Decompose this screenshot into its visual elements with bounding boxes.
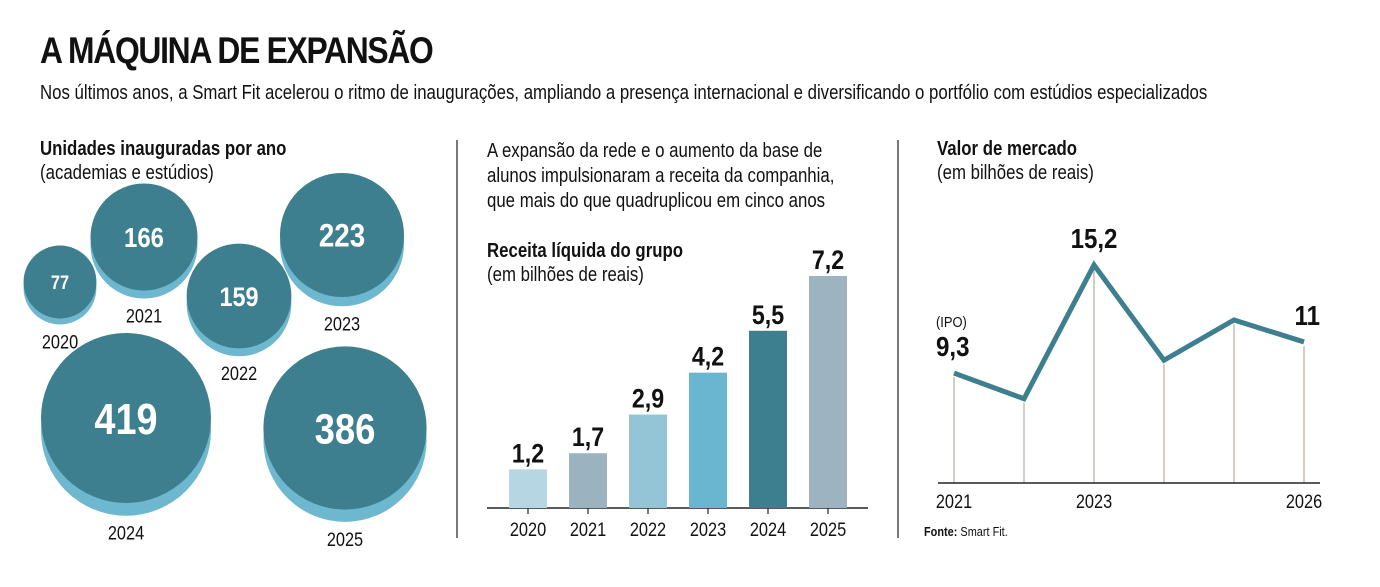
x-tick-label: 2023 bbox=[690, 519, 726, 540]
bubble-2022 bbox=[186, 243, 292, 349]
bubble-year-label: 2025 bbox=[327, 529, 363, 550]
bar-value-label: 4,2 bbox=[692, 342, 724, 372]
bubble-value-label: 419 bbox=[94, 394, 157, 443]
line-chart-title: Valor de mercado bbox=[937, 138, 1078, 160]
page-title: A MÁQUINA DE EXPANSÃO bbox=[40, 30, 434, 71]
source-label: Fonte: bbox=[924, 524, 958, 539]
bubble-year-label: 2022 bbox=[221, 363, 257, 384]
bar-2022 bbox=[629, 414, 667, 508]
bar-2021 bbox=[569, 453, 607, 508]
x-tick-label: 2021 bbox=[570, 519, 606, 540]
line-value-label: 9,3 bbox=[936, 330, 969, 362]
bubble-2021 bbox=[90, 183, 198, 291]
bar-value-label: 7,2 bbox=[812, 245, 844, 275]
intro-text: A expansão da rede e o aumento da base d… bbox=[487, 139, 834, 214]
bubble-value-label: 166 bbox=[124, 223, 164, 253]
ipo-note: (IPO) bbox=[936, 313, 967, 330]
intro-line: A expansão da rede e o aumento da base d… bbox=[487, 140, 823, 162]
line-chart: 2021 2023 2026 9,3(IPO) 15,2 11 bbox=[936, 222, 1322, 512]
bar-value-label: 1,2 bbox=[512, 439, 544, 469]
bubble-2023 bbox=[279, 172, 405, 298]
line-value-label: 15,2 bbox=[1071, 222, 1118, 254]
bar-value-label: 5,5 bbox=[752, 300, 784, 330]
bubble-year-label: 2023 bbox=[324, 313, 360, 334]
bar-2024 bbox=[749, 330, 787, 508]
bubble-chart-subtitle: (academias e estúdios) bbox=[40, 162, 214, 184]
source-note: Fonte: Smart Fit. bbox=[924, 524, 1008, 539]
bubble-chart-title: Unidades inauguradas por ano bbox=[40, 138, 287, 160]
bar-chart-subtitle: (em bilhões de reais) bbox=[487, 264, 644, 286]
bubble-year-label: 2024 bbox=[108, 523, 144, 544]
intro-line: que mais do que quadruplicou em cinco an… bbox=[487, 190, 826, 212]
divider-left bbox=[456, 140, 458, 538]
bubble-2024 bbox=[41, 333, 211, 503]
bubble-2020 bbox=[23, 245, 97, 319]
x-tick-label: 2022 bbox=[630, 519, 666, 540]
bubble-value-label: 159 bbox=[219, 282, 258, 312]
x-tick-label: 2024 bbox=[750, 519, 786, 540]
line-chart-subtitle: (em bilhões de reais) bbox=[937, 162, 1094, 184]
line-value-label: 11 bbox=[1295, 299, 1320, 331]
intro-line: alunos impulsionaram a receita da compan… bbox=[487, 165, 835, 187]
bubble-year-label: 2021 bbox=[126, 305, 162, 326]
x-tick-label: 2025 bbox=[810, 519, 846, 540]
bar-2020 bbox=[509, 469, 547, 508]
source-text: Smart Fit. bbox=[960, 524, 1008, 539]
x-tick-label: 2020 bbox=[510, 519, 546, 540]
bar-value-label: 1,7 bbox=[572, 423, 604, 453]
bar-2023 bbox=[689, 372, 727, 508]
bar-chart-title: Receita líquida do grupo bbox=[487, 240, 684, 262]
bar-2025 bbox=[809, 276, 847, 508]
bubble-year-label: 2020 bbox=[42, 331, 78, 352]
bar-value-label: 2,9 bbox=[632, 384, 664, 414]
page-subtitle: Nos últimos anos, a Smart Fit acelerou o… bbox=[40, 82, 1208, 104]
divider-right bbox=[897, 140, 899, 538]
bubble-value-label: 223 bbox=[319, 219, 365, 254]
x-tick-label: 2026 bbox=[1286, 491, 1322, 512]
bubble-2025 bbox=[263, 346, 427, 510]
x-tick-label: 2021 bbox=[936, 491, 972, 512]
bubble-chart: 77 2020 166 2021 159 2022 223 2023 419 2024 386 202… bbox=[23, 172, 427, 550]
bubble-value-label: 77 bbox=[51, 272, 69, 293]
market-value-line bbox=[953, 260, 1305, 402]
bar-chart: 1,2 2020 1,7 2021 2,9 2022 4,2 2023 5,5 2024 7,2 20… bbox=[487, 245, 868, 540]
x-tick-label: 2023 bbox=[1076, 491, 1112, 512]
bubble-value-label: 386 bbox=[315, 406, 376, 453]
